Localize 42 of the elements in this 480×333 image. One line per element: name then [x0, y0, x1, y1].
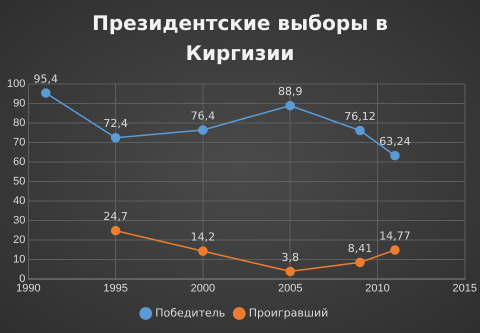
y-tick-label: 70 — [13, 136, 26, 148]
point — [355, 258, 365, 268]
point — [355, 126, 365, 136]
x-tick-label: 2000 — [190, 282, 216, 294]
data-label: 76,12 — [344, 110, 376, 123]
data-label: 95,4 — [34, 72, 58, 86]
data-label: 88,9 — [278, 84, 302, 98]
data-label: 76,4 — [190, 109, 216, 122]
y-tick-label: 40 — [13, 194, 26, 207]
y-tick-label: 90 — [13, 98, 26, 110]
y-tick-label: 30 — [13, 214, 26, 226]
x-tick-label: 2005 — [278, 282, 302, 294]
y-tick-label: 100 — [6, 78, 26, 90]
point — [110, 226, 120, 236]
chart-title: Президентские выборы в Киргизии — [91, 10, 389, 67]
x-tick-label: 1995 — [103, 282, 128, 294]
x-tick-label: 2010 — [365, 282, 390, 294]
y-tick-label: 60 — [13, 156, 26, 168]
point — [110, 133, 120, 143]
y-tick-label: 80 — [13, 116, 26, 129]
point — [198, 246, 208, 256]
point — [41, 88, 51, 98]
data-label: 3,8 — [281, 250, 299, 264]
y-tick-label: 10 — [13, 253, 26, 266]
data-label: 72,4 — [103, 117, 128, 130]
x-tick-label: 2015 — [452, 282, 478, 294]
point — [285, 100, 295, 110]
data-label: 24,7 — [103, 210, 128, 224]
data-label: 14,2 — [190, 230, 216, 244]
legend-label: Победитель — [155, 306, 226, 320]
data-label: 63,24 — [379, 134, 411, 148]
y-tick-label: 50 — [13, 175, 26, 188]
x-tick-label: 1990 — [16, 282, 41, 294]
point — [285, 266, 295, 276]
data-label: 14,77 — [379, 229, 411, 242]
data-label: 8,41 — [348, 242, 372, 255]
point — [390, 150, 400, 160]
legend-label: Проигравший — [248, 306, 328, 320]
point — [390, 245, 400, 255]
point — [198, 125, 208, 135]
y-tick-label: 0 — [19, 272, 26, 285]
y-tick-label: 20 — [13, 234, 26, 246]
